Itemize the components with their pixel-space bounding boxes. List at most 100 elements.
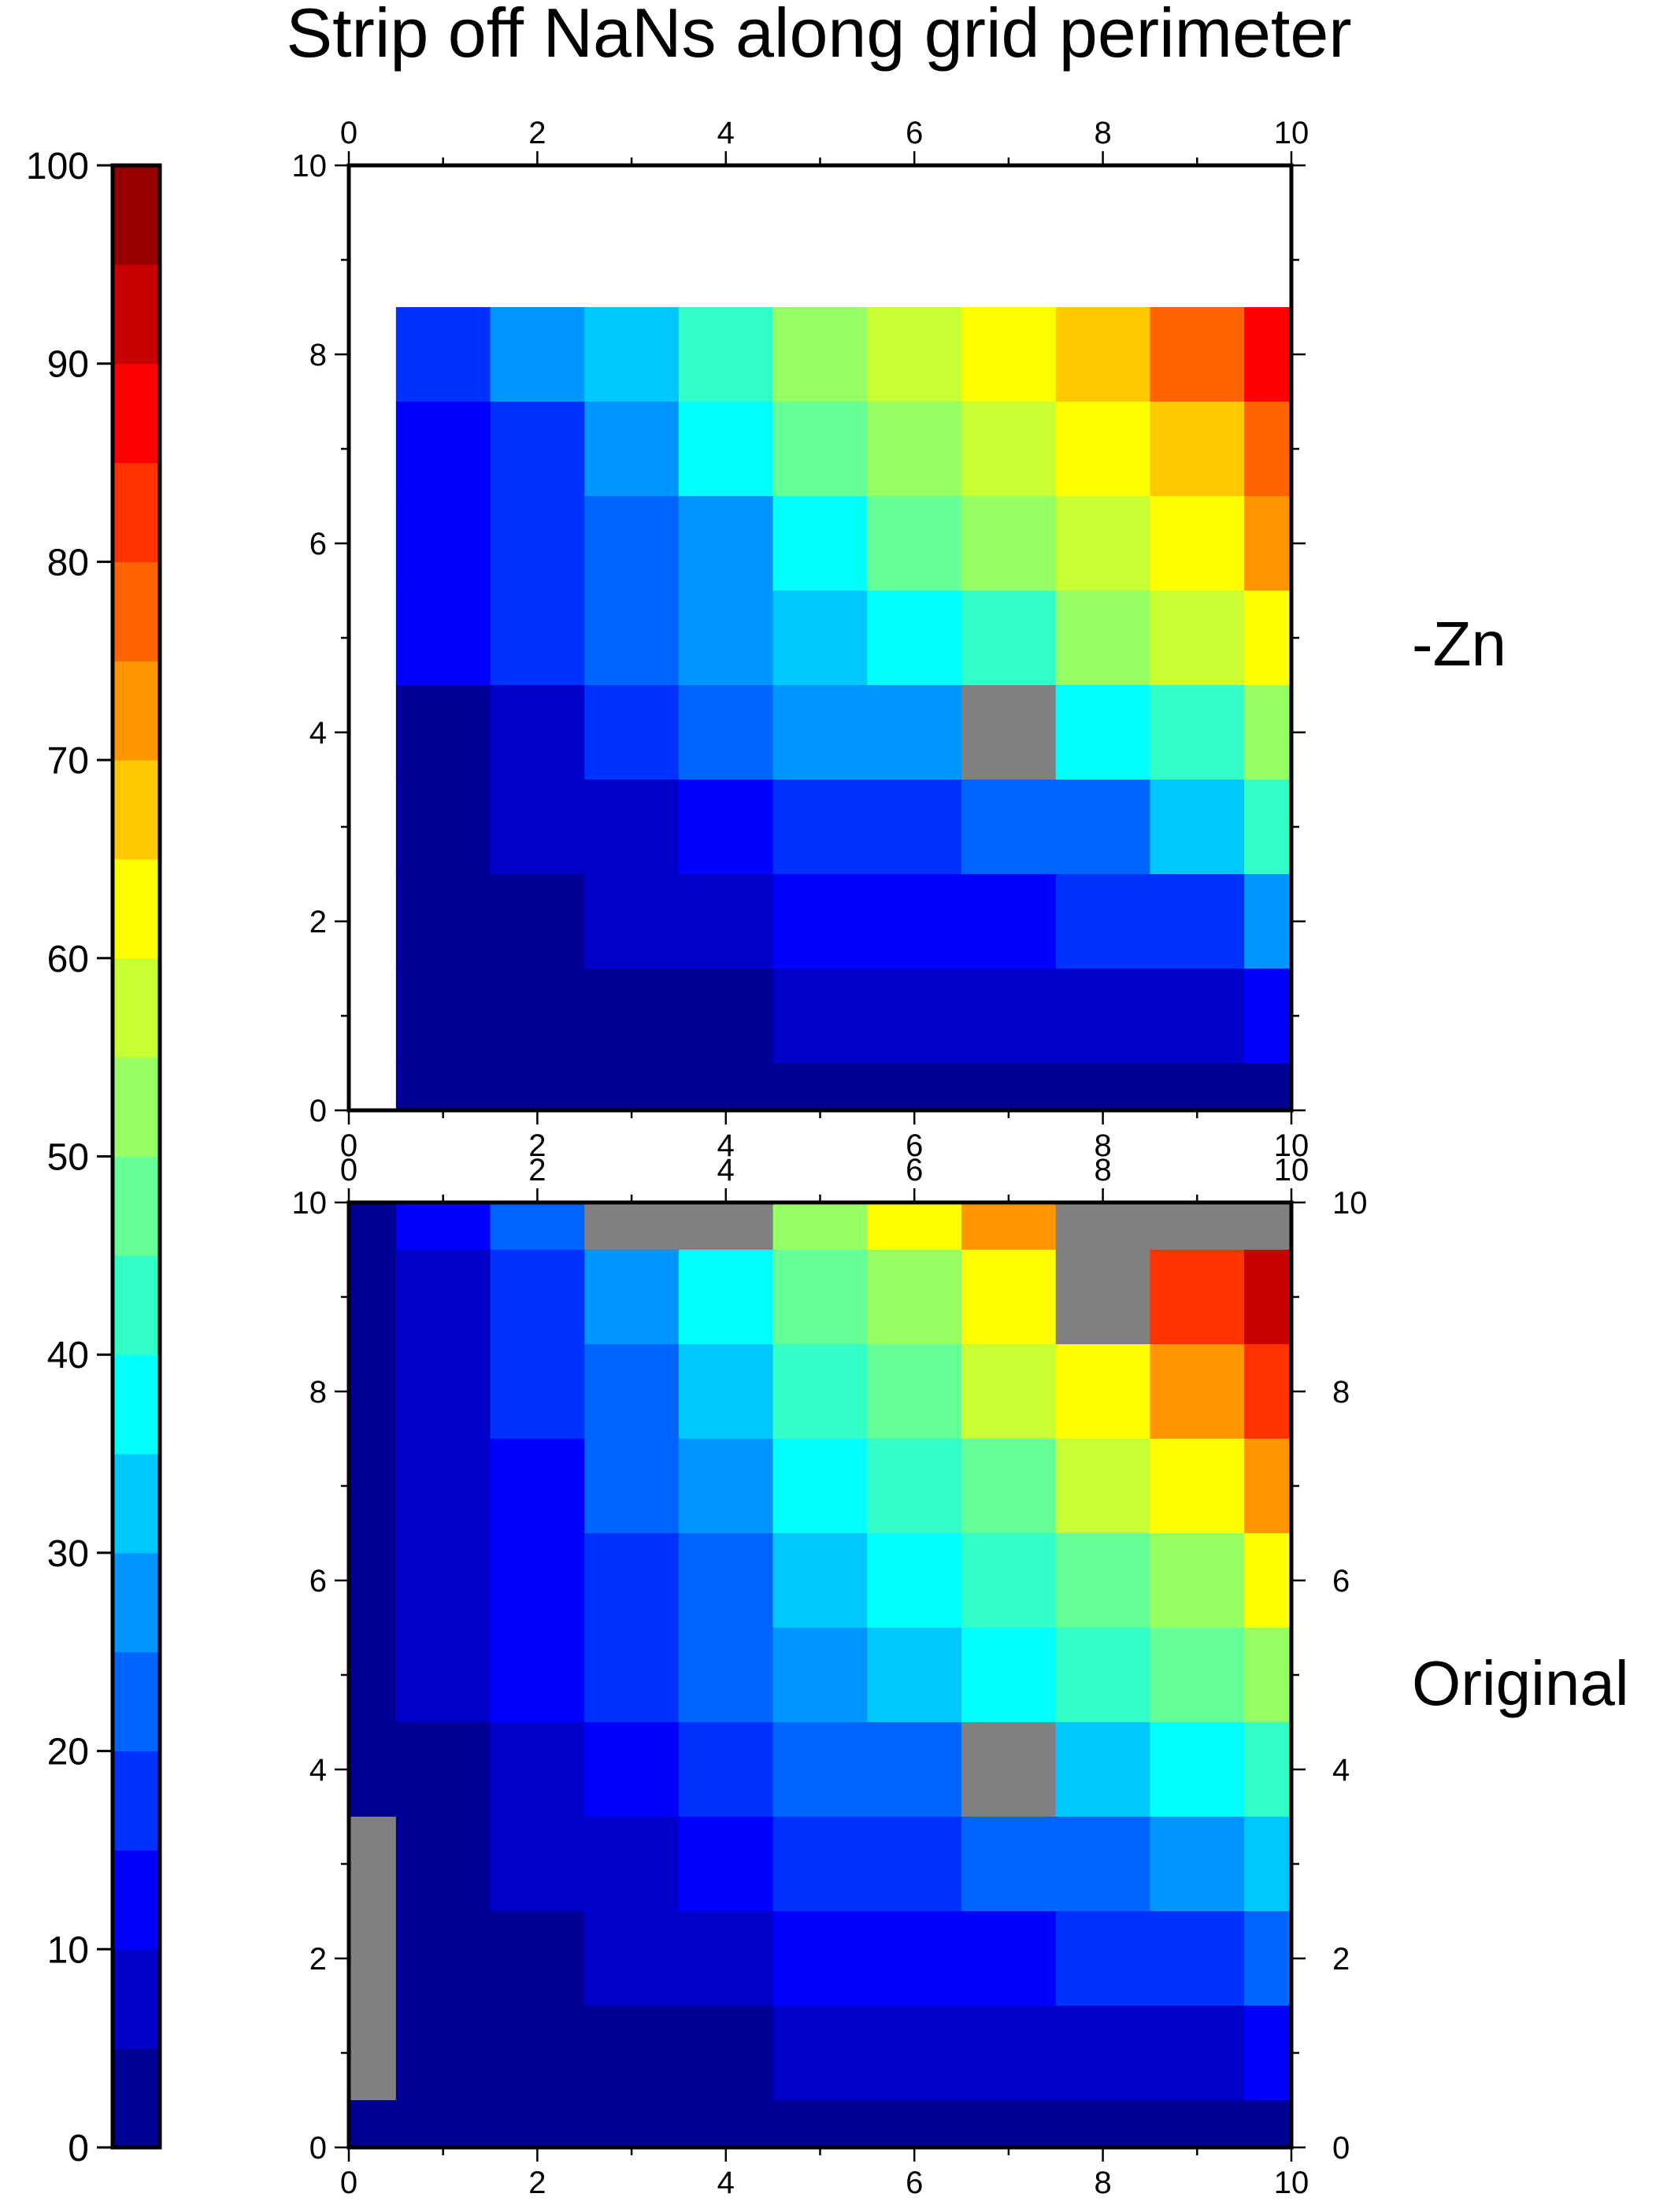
grid-cell — [349, 1817, 397, 1912]
grid-cell — [1150, 1628, 1245, 1723]
x-top-tick-label: 6 — [906, 1153, 923, 1188]
colorbar-segment — [113, 858, 160, 959]
grid-cell — [772, 1817, 868, 1912]
grid-cell — [1150, 1202, 1245, 1251]
y-tick-label-left: 2 — [309, 905, 327, 939]
grid-cell — [1150, 307, 1245, 402]
colorbar-tick-label: 10 — [47, 1929, 89, 1971]
grid-cell — [490, 2006, 585, 2101]
grid-cell — [772, 1202, 868, 1251]
y-tick-label-left: 4 — [309, 716, 327, 750]
grid-cell — [1244, 307, 1292, 402]
grid-cell — [395, 1533, 491, 1628]
x-top-tick-label: 0 — [340, 1153, 357, 1188]
grid-cell — [961, 591, 1057, 686]
grid-cell — [961, 1063, 1057, 1111]
grid-cell — [678, 1722, 774, 1817]
grid-cell — [349, 1344, 397, 1439]
grid-cell — [490, 1063, 585, 1111]
grid-cell — [1244, 496, 1292, 591]
grid-cell — [584, 1817, 680, 1912]
colorbar-segment — [113, 462, 160, 562]
grid-cell — [1055, 780, 1151, 875]
grid-cell — [772, 496, 868, 591]
grid-cell — [1244, 1344, 1292, 1439]
grid-cell — [678, 685, 774, 780]
grid-cell — [1150, 402, 1245, 497]
grid-cell — [772, 1911, 868, 2006]
colorbar: 0 10 20 30 40 50 60 70 80 90 100 — [26, 146, 162, 2169]
x-top-tick-label: 8 — [1094, 1153, 1111, 1188]
grid-cell — [867, 780, 962, 875]
grid-cell — [961, 1911, 1057, 2006]
grid-cell — [961, 1344, 1057, 1439]
grid-cell — [395, 874, 491, 969]
grid-cell — [490, 1344, 585, 1439]
grid-cell — [1244, 874, 1292, 969]
grid-cell — [490, 685, 585, 780]
grid-cell — [1244, 1250, 1292, 1345]
grid-cell — [772, 307, 868, 402]
grid-cell — [961, 874, 1057, 969]
grid-cell — [678, 1202, 774, 1251]
colorbar-segment — [113, 1949, 160, 2049]
grid-cell — [772, 874, 868, 969]
y-tick-label-left: 10 — [292, 1186, 328, 1221]
grid-cell — [1244, 402, 1292, 497]
grid-cell — [961, 1628, 1057, 1723]
grid-cell — [584, 1202, 680, 1251]
y-tick-label-right: 4 — [1332, 1753, 1350, 1788]
grid-cell — [961, 1817, 1057, 1912]
grid-cell — [1055, 1722, 1151, 1817]
grid-cell — [678, 402, 774, 497]
x-tick-label: 0 — [340, 2166, 357, 2200]
grid-cell — [395, 496, 491, 591]
grid-cell — [395, 780, 491, 875]
x-top-tick-label: 2 — [528, 116, 546, 150]
grid-cell — [584, 1344, 680, 1439]
colorbar-tick-label: 70 — [47, 740, 89, 782]
grid-cell — [867, 1202, 962, 1251]
grid-cell — [584, 874, 680, 969]
grid-cell — [961, 2006, 1057, 2101]
colorbar-segment — [113, 165, 160, 265]
colorbar-segment — [113, 1751, 160, 1851]
grid-cell — [490, 307, 585, 402]
x-tick-label: 10 — [1274, 1128, 1309, 1163]
grid-cell — [678, 874, 774, 969]
grid-cell — [867, 402, 962, 497]
colorbar-segment — [113, 1057, 160, 1158]
grid-cell — [678, 496, 774, 591]
grid-cell — [1150, 591, 1245, 686]
grid-cell — [490, 1202, 585, 1251]
grid-cell — [678, 2006, 774, 2101]
x-top-tick-label: 4 — [717, 116, 735, 150]
grid-cell — [1055, 1533, 1151, 1628]
grid-cell — [772, 1722, 868, 1817]
y-tick-label-right: 10 — [1332, 1186, 1368, 1221]
grid-cell — [1150, 2100, 1245, 2148]
grid-cell — [961, 496, 1057, 591]
panel-original: 0 2 4 6 8 10 0 2 4 6 8 10 0 2 4 6 8 10 0 2 4 6 8 10 — [292, 1153, 1368, 2200]
grid-cell — [1150, 874, 1245, 969]
y-tick-label-left: 2 — [309, 1942, 327, 1977]
grid-cell — [1055, 591, 1151, 686]
grid-cell — [1055, 969, 1151, 1064]
grid-cell — [490, 1817, 585, 1912]
grid-cell — [490, 1911, 585, 2006]
grid-cell — [1055, 1063, 1151, 1111]
grid-cell — [584, 1439, 680, 1534]
grid-cell — [678, 1533, 774, 1628]
grid-cell — [584, 1533, 680, 1628]
colorbar-segment — [113, 264, 160, 365]
grid-cell — [772, 2100, 868, 2148]
grid-cell — [1150, 780, 1245, 875]
y-tick-label-right: 6 — [1332, 1564, 1350, 1599]
x-tick-label: 4 — [717, 1128, 735, 1163]
grid-cell — [490, 591, 585, 686]
grid-cell — [1150, 969, 1245, 1064]
grid-cell — [867, 969, 962, 1064]
grid-cell — [1055, 496, 1151, 591]
grid-cell — [1244, 780, 1292, 875]
colorbar-segment — [113, 2048, 160, 2148]
